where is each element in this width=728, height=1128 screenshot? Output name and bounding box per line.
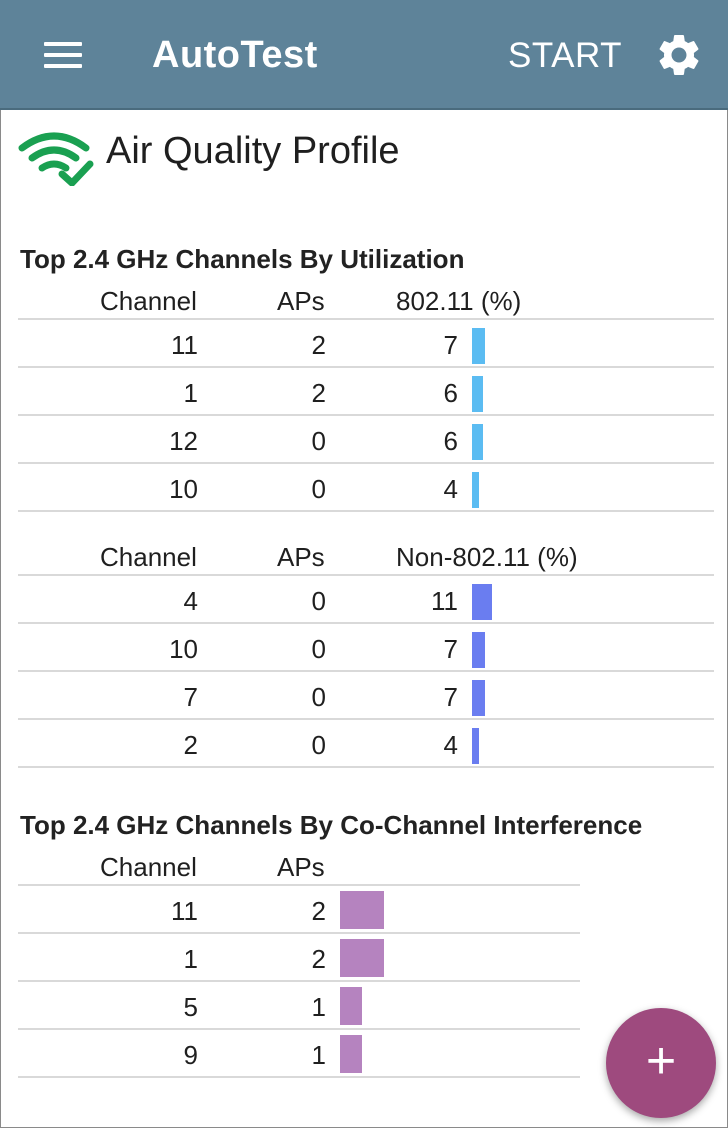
header-channel: Channel: [100, 852, 197, 882]
table-row: 7 0 7: [18, 672, 714, 720]
co-channel-interference-table: Channel APs 11 2 1 2 5 1 9 1: [18, 852, 580, 1078]
table-row: 4 0 11: [18, 576, 714, 624]
table-row: 2 0 4: [18, 720, 714, 768]
percent-cell: 7: [443, 330, 458, 360]
header-channel: Channel: [100, 286, 197, 316]
utilization-bar: [472, 424, 484, 460]
header-channel: Channel: [100, 542, 197, 572]
table-header: Channel APs: [18, 852, 580, 886]
header-aps: APs: [277, 852, 325, 882]
wifi-check-icon: [18, 130, 94, 187]
table-row: 9 1: [18, 1030, 580, 1078]
table-row: 11 2: [18, 886, 580, 934]
percent-cell: 4: [443, 730, 458, 760]
co-channel-section-title: Top 2.4 GHz Channels By Co-Channel Inter…: [20, 810, 643, 840]
co-channel-bar: [340, 987, 362, 1025]
aps-cell: 2: [311, 330, 326, 360]
co-channel-bar: [340, 1035, 362, 1073]
non-wifi-utilization-bar: [472, 584, 493, 620]
channel-cell: 12: [169, 426, 198, 456]
channel-cell: 7: [183, 682, 198, 712]
non-wifi-utilization-bar: [472, 680, 485, 716]
table-row: 10 0 4: [18, 464, 714, 512]
utilization-section-title: Top 2.4 GHz Channels By Utilization: [20, 244, 465, 274]
aps-cell: 0: [311, 426, 326, 456]
aps-cell: 2: [311, 944, 326, 974]
aps-cell: 0: [311, 474, 326, 504]
utilization-bar: [472, 328, 485, 364]
plus-icon: +: [645, 1032, 677, 1090]
header-802-11-percent: 802.11 (%): [396, 286, 522, 316]
channel-cell: 11: [171, 896, 198, 926]
wifi-utilization-table: Channel APs 802.11 (%) 11 2 7 1 2 6 12 0…: [18, 286, 714, 512]
table-row: 1 2: [18, 934, 580, 982]
non-wifi-utilization-table: Channel APs Non-802.11 (%) 4 0 11 10 0 7…: [18, 542, 714, 768]
utilization-bar: [472, 472, 480, 508]
percent-cell: 6: [443, 426, 458, 456]
start-button[interactable]: START: [508, 36, 622, 75]
channel-cell: 10: [169, 474, 198, 504]
co-channel-bar: [340, 891, 384, 929]
aps-cell: 0: [311, 730, 326, 760]
co-channel-bar: [340, 939, 384, 977]
aps-cell: 0: [311, 682, 326, 712]
table-row: 12 0 6: [18, 416, 714, 464]
app-bar: AutoTest START: [0, 0, 728, 110]
aps-cell: 2: [311, 378, 326, 408]
channel-cell: 2: [183, 730, 198, 760]
add-button[interactable]: +: [606, 1008, 716, 1118]
aps-cell: 0: [311, 586, 326, 616]
table-row: 10 0 7: [18, 624, 714, 672]
percent-cell: 4: [443, 474, 458, 504]
gear-icon[interactable]: [654, 30, 704, 80]
aps-cell: 0: [311, 634, 326, 664]
table-row: 11 2 7: [18, 320, 714, 368]
percent-cell: 7: [443, 634, 458, 664]
aps-cell: 2: [311, 896, 326, 926]
table-header: Channel APs Non-802.11 (%): [18, 542, 714, 576]
channel-cell: 11: [171, 330, 198, 360]
utilization-bar: [472, 376, 484, 412]
aps-cell: 1: [311, 1040, 326, 1070]
channel-cell: 4: [183, 586, 198, 616]
percent-cell: 6: [443, 378, 458, 408]
page-heading: Air Quality Profile: [18, 126, 618, 190]
channel-cell: 1: [183, 944, 198, 974]
table-row: 5 1: [18, 982, 580, 1030]
header-aps: APs: [277, 286, 325, 316]
header-aps: APs: [277, 542, 325, 572]
channel-cell: 10: [169, 634, 198, 664]
channel-cell: 5: [183, 992, 198, 1022]
table-header: Channel APs 802.11 (%): [18, 286, 714, 320]
header-non-802-11-percent: Non-802.11 (%): [396, 542, 578, 572]
percent-cell: 11: [431, 586, 458, 616]
channel-cell: 1: [183, 378, 198, 408]
page-title: Air Quality Profile: [106, 130, 400, 172]
table-row: 1 2 6: [18, 368, 714, 416]
non-wifi-utilization-bar: [472, 728, 480, 764]
percent-cell: 7: [443, 682, 458, 712]
menu-icon[interactable]: [40, 36, 86, 76]
app-title: AutoTest: [152, 34, 318, 76]
non-wifi-utilization-bar: [472, 632, 485, 668]
channel-cell: 9: [183, 1040, 198, 1070]
aps-cell: 1: [311, 992, 326, 1022]
